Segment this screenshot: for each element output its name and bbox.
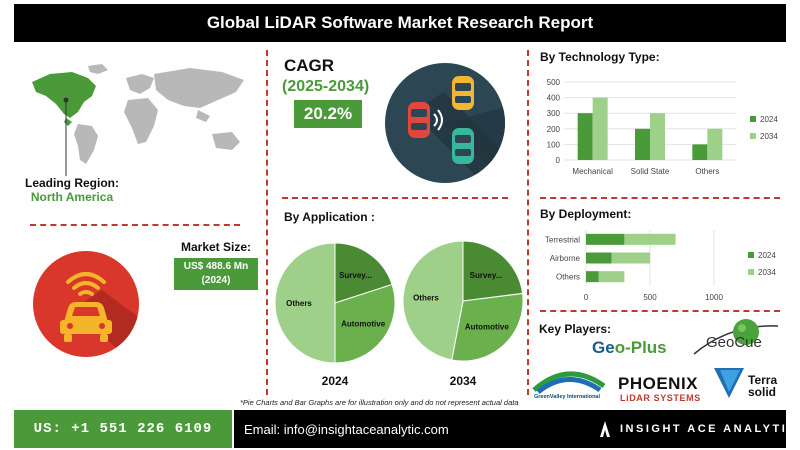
y-tick-label: 0 xyxy=(556,156,561,165)
pie-slice xyxy=(462,240,524,302)
geoplus-logo-b: o-Plus xyxy=(614,338,667,357)
pie-slice-label: Survey... xyxy=(339,271,372,280)
footer-email[interactable]: Email: info@insightaceanalytic.com xyxy=(234,410,786,448)
divider-right xyxy=(527,50,529,395)
legend-label: 2024 xyxy=(760,115,778,124)
pie-slice-label: Others xyxy=(286,299,312,308)
y-tick-label: Terrestrial xyxy=(545,235,580,244)
world-map-icon xyxy=(22,60,262,178)
legend-label: 2034 xyxy=(760,132,778,141)
geocue-logo-mark xyxy=(690,318,782,366)
y-tick-label: 100 xyxy=(547,140,561,149)
legend-swatch xyxy=(748,252,754,258)
self-driving-cars-icon xyxy=(384,62,506,184)
disclaimer-note: *Pie Charts and Bar Graphs are for illus… xyxy=(240,398,519,407)
bar-2024 xyxy=(577,113,593,160)
bar-2024 xyxy=(692,144,708,160)
leading-region-value: North America xyxy=(30,190,114,204)
y-tick-label: 400 xyxy=(547,94,561,103)
key-players-title: Key Players: xyxy=(539,322,612,336)
divider-mid-h xyxy=(282,197,508,199)
legend-label: 2034 xyxy=(758,268,776,277)
pie-year-2024: 2024 xyxy=(321,374,349,388)
bar-2024 xyxy=(586,271,599,283)
leading-region-label: Leading Region: xyxy=(25,176,119,190)
pie-year-2034: 2034 xyxy=(449,374,477,388)
greenvalley-logo-mark xyxy=(530,366,608,406)
pie-slice xyxy=(334,242,393,304)
technology-bar-chart: 0 100 200 300 400 500 Mechanical Solid State Oth… xyxy=(547,78,779,176)
pie-slice-label: Automotive xyxy=(465,322,510,331)
pie-slice xyxy=(402,240,464,361)
bar-2024 xyxy=(586,252,612,264)
geoplus-logo: Geo-Plus xyxy=(592,338,667,358)
x-tick-label: 500 xyxy=(643,293,657,302)
terrasolid-logo-text-1: Terra xyxy=(748,373,778,387)
footer-email-text[interactable]: Email: info@insightaceanalytic.com xyxy=(244,421,449,437)
y-tick-label: Airborne xyxy=(550,254,581,263)
terrasolid-logo-text-2: solid xyxy=(748,385,777,399)
deployment-chart-title: By Deployment: xyxy=(540,207,632,221)
x-tick-label: 0 xyxy=(584,293,589,302)
divider-right-h1 xyxy=(540,197,780,199)
x-tick-label: Others xyxy=(695,167,719,176)
cagr-value: 20.2% xyxy=(294,100,362,128)
geoplus-logo-a: Ge xyxy=(592,338,615,357)
bar-2034 xyxy=(650,113,665,160)
market-size-year: (2024) xyxy=(201,275,231,286)
greenvalley-logo-text: GreenValley International xyxy=(534,394,601,400)
divider-right-h2 xyxy=(540,310,780,312)
bar-2034 xyxy=(707,128,723,160)
phoenix-logo-subtext: LiDAR SYSTEMS xyxy=(620,393,701,403)
bar-2024 xyxy=(586,233,625,245)
technology-chart-title: By Technology Type: xyxy=(540,50,660,64)
application-pie-2024: Survey... Automotive Others xyxy=(274,242,396,364)
y-tick-label: 300 xyxy=(547,109,561,118)
cagr-years: (2025-2034) xyxy=(282,78,370,95)
x-tick-label: Mechanical xyxy=(572,167,613,176)
application-chart-title: By Application : xyxy=(284,210,375,224)
x-tick-label: Solid State xyxy=(631,167,670,176)
pie-slice xyxy=(334,283,396,364)
bar-2024 xyxy=(635,128,650,160)
y-tick-label: 200 xyxy=(547,125,561,134)
footer-brand-text: INSIGHT ACE ANALYTIC xyxy=(620,423,798,435)
legend-swatch xyxy=(748,269,754,275)
legend-label: 2024 xyxy=(758,251,776,260)
market-size-value: US$ 488.6 Mn xyxy=(183,261,249,272)
connected-car-icon xyxy=(32,250,140,358)
pie-slice-label: Others xyxy=(413,293,439,302)
phoenix-logo-text: PHOENIX xyxy=(618,374,699,393)
bar-2034 xyxy=(624,233,676,245)
pie-slice-label: Automotive xyxy=(341,319,386,328)
footer-brand: INSIGHT ACE ANALYTIC xyxy=(600,410,798,448)
footer-phone[interactable]: US: +1 551 226 6109 xyxy=(14,410,232,448)
deployment-bar-chart: 0 500 1000 Terrestrial Airborne Others 2024 203… xyxy=(545,230,776,302)
legend-swatch xyxy=(750,116,756,122)
bar-2034 xyxy=(592,97,608,160)
pie-slice xyxy=(274,242,336,364)
application-pie-2034: Survey... Automotive Others xyxy=(402,240,524,362)
bar-2034 xyxy=(611,252,650,264)
y-tick-label: Others xyxy=(556,273,580,282)
divider-left-h xyxy=(30,224,240,226)
pie-slice-label: Survey... xyxy=(470,271,503,280)
insight-ace-logo-icon xyxy=(600,421,610,437)
terrasolid-logo-mark xyxy=(714,366,744,400)
cagr-title: CAGR xyxy=(284,56,335,75)
report-title: Global LiDAR Software Market Research Re… xyxy=(14,4,786,42)
bar-2034 xyxy=(598,271,625,283)
x-tick-label: 1000 xyxy=(705,293,723,302)
market-size-label: Market Size: xyxy=(180,240,252,254)
y-tick-label: 500 xyxy=(547,78,561,87)
divider-left xyxy=(266,50,268,395)
market-size-box: US$ 488.6 Mn (2024) xyxy=(174,258,258,290)
pie-slice xyxy=(451,292,524,362)
legend-swatch xyxy=(750,133,756,139)
geocue-logo-text: GeoCue xyxy=(706,334,762,351)
